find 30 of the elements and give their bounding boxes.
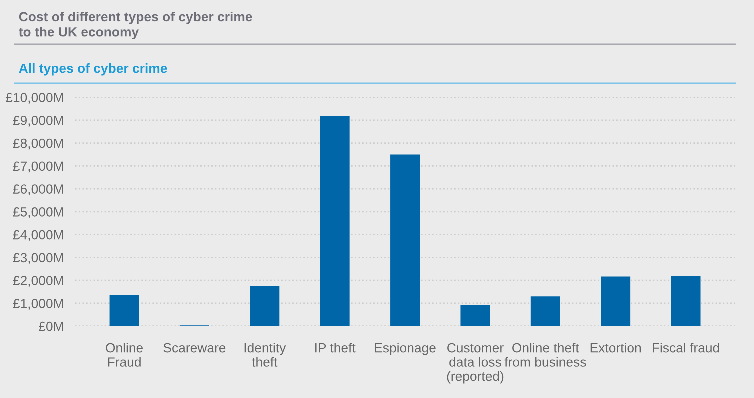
bar (671, 276, 701, 326)
bar (250, 286, 280, 326)
y-tick-label: £4,000M (13, 230, 64, 242)
bar (460, 305, 490, 326)
y-tick-label: £5,000M (13, 208, 64, 218)
bar (320, 116, 350, 326)
bar (601, 276, 631, 326)
x-tick-label: IP theft (316, 343, 356, 353)
chart-subtitle: All types of cyber crime (19, 64, 168, 76)
y-tick-label: £10,000M (6, 93, 64, 104)
y-tick-label: £1,000M (13, 299, 64, 310)
y-tick-label: £3,000M (13, 253, 64, 264)
x-tick-label: Espionage (375, 343, 436, 356)
bar (110, 295, 140, 326)
x-tick-label: Identity theft (244, 343, 286, 367)
x-tick-label: Fiscal fraud (653, 343, 720, 353)
x-tick-label: Online theft from business (504, 343, 586, 367)
bar (390, 154, 420, 326)
y-tick-label: £9,000M (13, 116, 64, 127)
x-tick-label: Scareware (164, 343, 226, 353)
x-tick-label: Customer data loss (reported) (447, 343, 504, 384)
chart-title: Cost of different types of cyber crime to the UK economy (19, 12, 252, 40)
y-tick-label: £2,000M (13, 276, 64, 288)
y-tick-label: £0M (38, 322, 64, 332)
x-tick-label: Extortion (590, 343, 642, 353)
x-tick-label: Online Fraud (106, 343, 144, 367)
y-tick-label: £7,000M (13, 162, 64, 173)
bar (530, 296, 560, 326)
y-tick-label: £8,000M (13, 138, 64, 150)
y-tick-label: £6,000M (13, 184, 64, 196)
